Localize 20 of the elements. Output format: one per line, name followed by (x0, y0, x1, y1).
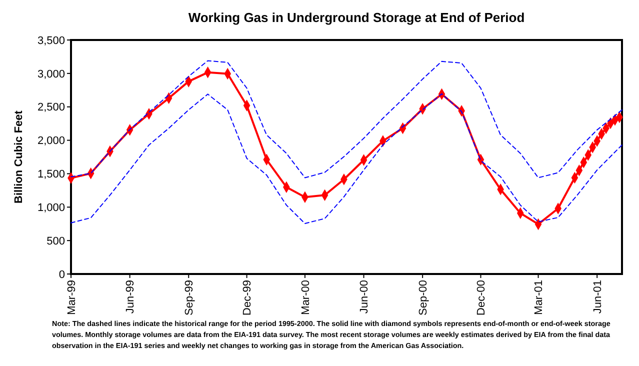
y-tick-label: 1,500 (37, 168, 65, 181)
x-tick-label: Mar-99 (66, 280, 78, 315)
x-tick-label: Dec-99 (242, 280, 254, 316)
chart-title: Working Gas in Underground Storage at End of Period (188, 10, 525, 25)
x-tick-label: Sep-99 (183, 280, 196, 316)
y-tick-label: 500 (46, 235, 65, 248)
x-tick-label: Dec-00 (476, 280, 488, 316)
x-tick-label: Mar-01 (533, 280, 546, 315)
y-axis-title: Billion Cubic Feet (13, 110, 25, 204)
x-tick-label: Jun-99 (124, 280, 137, 314)
y-tick-label: 2,500 (37, 102, 65, 114)
y-tick-label: 0 (58, 268, 65, 281)
x-tick-label: Mar-00 (300, 280, 312, 315)
x-tick-label: Jun-00 (358, 280, 371, 314)
y-tick-label: 2,000 (37, 135, 65, 148)
x-tick-label: Jun-01 (592, 280, 604, 314)
y-tick-label: 3,000 (37, 68, 65, 80)
y-tick-label: 1,000 (37, 202, 65, 214)
x-tick-label: Sep-00 (417, 280, 430, 316)
y-tick-label: 3,500 (37, 34, 65, 47)
